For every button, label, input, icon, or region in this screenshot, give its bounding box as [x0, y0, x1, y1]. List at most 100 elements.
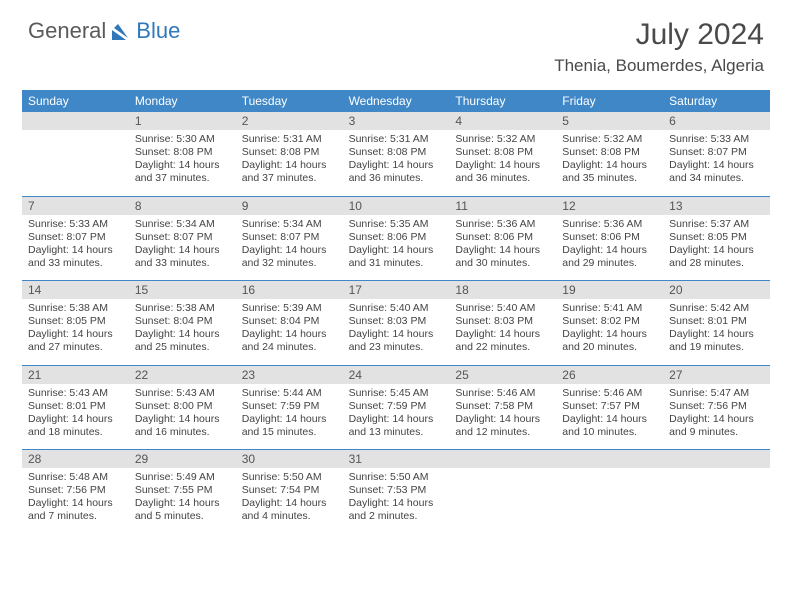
day-info-line: Daylight: 14 hours — [562, 328, 657, 341]
day-info-cell: Sunrise: 5:48 AMSunset: 7:56 PMDaylight:… — [22, 468, 129, 534]
day-info-line: Daylight: 14 hours — [349, 328, 444, 341]
day-info-line: Sunset: 8:03 PM — [455, 315, 550, 328]
day-number: 22 — [135, 368, 148, 382]
day-info-line: Sunset: 7:56 PM — [28, 484, 123, 497]
day-info-line: and 22 minutes. — [455, 341, 550, 354]
day-info-line: Daylight: 14 hours — [242, 159, 337, 172]
day-number: 12 — [562, 199, 575, 213]
day-number: 8 — [135, 199, 142, 213]
day-info-cell: Sunrise: 5:31 AMSunset: 8:08 PMDaylight:… — [343, 130, 450, 196]
day-info-line: Sunset: 8:08 PM — [135, 146, 230, 159]
day-number-cell: 23 — [236, 366, 343, 384]
day-info-cell: Sunrise: 5:35 AMSunset: 8:06 PMDaylight:… — [343, 215, 450, 281]
day-number: 20 — [669, 283, 682, 297]
day-number-cell: 16 — [236, 281, 343, 299]
day-info-line: Daylight: 14 hours — [242, 497, 337, 510]
day-number-cell: 30 — [236, 450, 343, 468]
month-title: July 2024 — [554, 18, 764, 52]
day-info-line: Sunset: 7:54 PM — [242, 484, 337, 497]
week-info-row: Sunrise: 5:43 AM Sunset: 8:01 PM Daylight:… — [22, 384, 770, 450]
day-info-line: and 23 minutes. — [349, 341, 444, 354]
day-number-cell: 20 — [663, 281, 770, 299]
day-info-line: Sunrise: 5:34 AM — [135, 218, 230, 231]
day-info-line: Sunset: 8:01 PM — [28, 400, 123, 413]
day-info-line: Daylight: 14 hours — [242, 328, 337, 341]
day-info-line: and 27 minutes. — [28, 341, 123, 354]
day-info-line: and 10 minutes. — [562, 426, 657, 439]
day-number: 21 — [28, 368, 41, 382]
weeks-container: 123456Sunrise: 5:30 AMSunset: 8:08 PMDay… — [22, 112, 770, 534]
day-info-line: Sunrise: 5:43 AM — [135, 387, 230, 400]
day-info-line: Daylight: 14 hours — [349, 244, 444, 257]
day-info-line: and 15 minutes. — [242, 426, 337, 439]
day-number-cell: 17 — [343, 281, 450, 299]
day-number-cell: 13 — [663, 197, 770, 215]
day-info-line: Sunrise: 5:42 AM — [669, 302, 764, 315]
day-number-cell: 3 — [343, 112, 450, 130]
day-number-cell: 22 — [129, 366, 236, 384]
day-info-line: and 34 minutes. — [669, 172, 764, 185]
day-number-cell: 26 — [556, 366, 663, 384]
day-info-cell: Sunrise: 5:47 AMSunset: 7:56 PMDaylight:… — [663, 384, 770, 450]
day-number: 4 — [455, 114, 462, 128]
day-number-cell: 19 — [556, 281, 663, 299]
day-info-line: Daylight: 14 hours — [242, 244, 337, 257]
day-info-line: Sunset: 8:05 PM — [669, 231, 764, 244]
day-info-line: Daylight: 14 hours — [669, 244, 764, 257]
day-info-line: Sunrise: 5:37 AM — [669, 218, 764, 231]
day-info-cell: Sunrise: 5:44 AMSunset: 7:59 PMDaylight:… — [236, 384, 343, 450]
day-number: 13 — [669, 199, 682, 213]
day-number: 11 — [455, 199, 467, 213]
day-info-cell: Sunrise: 5:33 AMSunset: 8:07 PMDaylight:… — [22, 215, 129, 281]
day-number-cell: 7 — [22, 197, 129, 215]
day-info-line: Daylight: 14 hours — [669, 328, 764, 341]
location: Thenia, Boumerdes, Algeria — [554, 56, 764, 76]
day-of-week-header: SundayMondayTuesdayWednesdayThursdayFrid… — [22, 90, 770, 112]
day-info-line: and 36 minutes. — [349, 172, 444, 185]
day-number-cell: 25 — [449, 366, 556, 384]
day-number: 17 — [349, 283, 362, 297]
dow-cell: Wednesday — [343, 90, 450, 112]
day-info-line: and 30 minutes. — [455, 257, 550, 270]
day-info-line: Sunset: 8:07 PM — [242, 231, 337, 244]
day-info-line: Sunrise: 5:50 AM — [349, 471, 444, 484]
day-info-line: Daylight: 14 hours — [455, 244, 550, 257]
day-info-line: Daylight: 14 hours — [455, 413, 550, 426]
day-info-line: Sunset: 8:06 PM — [349, 231, 444, 244]
day-info-line: Daylight: 14 hours — [455, 328, 550, 341]
day-number: 30 — [242, 452, 255, 466]
day-number-cell: 8 — [129, 197, 236, 215]
day-info-line: Sunrise: 5:34 AM — [242, 218, 337, 231]
day-info-line: Sunrise: 5:45 AM — [349, 387, 444, 400]
day-info-line: Sunrise: 5:49 AM — [135, 471, 230, 484]
day-info-line: Sunset: 8:00 PM — [135, 400, 230, 413]
day-number-cell: 12 — [556, 197, 663, 215]
day-info-line: Daylight: 14 hours — [28, 328, 123, 341]
day-info-line: and 29 minutes. — [562, 257, 657, 270]
day-info-line: and 32 minutes. — [242, 257, 337, 270]
day-info-line: Sunrise: 5:31 AM — [242, 133, 337, 146]
day-info-line: Daylight: 14 hours — [349, 159, 444, 172]
day-info-line: Sunrise: 5:44 AM — [242, 387, 337, 400]
day-info-line: Sunrise: 5:31 AM — [349, 133, 444, 146]
day-number-cell: 4 — [449, 112, 556, 130]
day-info-line: Sunset: 8:05 PM — [28, 315, 123, 328]
day-info-line: Sunset: 8:08 PM — [242, 146, 337, 159]
day-info-cell: Sunrise: 5:36 AMSunset: 8:06 PMDaylight:… — [449, 215, 556, 281]
day-info-cell: Sunrise: 5:31 AMSunset: 8:08 PMDaylight:… — [236, 130, 343, 196]
day-info-line: Sunset: 8:07 PM — [28, 231, 123, 244]
day-info-line: Sunrise: 5:47 AM — [669, 387, 764, 400]
day-info-cell: Sunrise: 5:45 AMSunset: 7:59 PMDaylight:… — [343, 384, 450, 450]
day-number-cell — [449, 450, 556, 468]
day-info-line: Sunset: 8:07 PM — [669, 146, 764, 159]
day-info-line: Sunrise: 5:32 AM — [455, 133, 550, 146]
day-info-line: and 9 minutes. — [669, 426, 764, 439]
day-info-line: Sunset: 7:58 PM — [455, 400, 550, 413]
day-info-cell: Sunrise: 5:46 AMSunset: 7:57 PMDaylight:… — [556, 384, 663, 450]
day-info-cell: Sunrise: 5:43 AMSunset: 8:00 PMDaylight:… — [129, 384, 236, 450]
day-info-line: Sunrise: 5:40 AM — [349, 302, 444, 315]
day-info-cell — [556, 468, 663, 534]
day-number-cell: 21 — [22, 366, 129, 384]
day-number: 3 — [349, 114, 356, 128]
week-daynum-row: 78910111213 — [22, 196, 770, 215]
